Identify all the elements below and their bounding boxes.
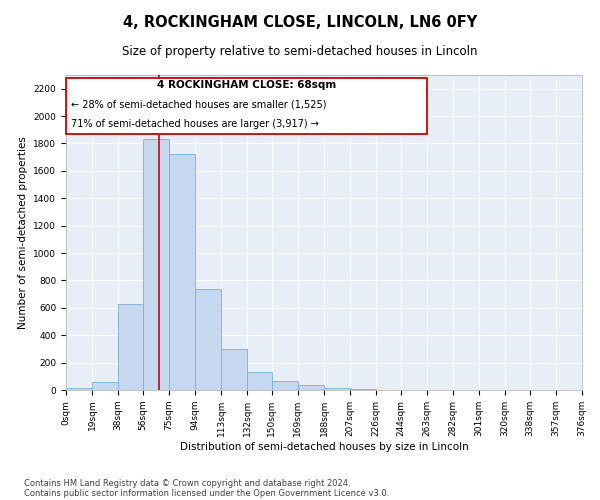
FancyBboxPatch shape xyxy=(66,78,427,134)
Text: ← 28% of semi-detached houses are smaller (1,525): ← 28% of semi-detached houses are smalle… xyxy=(71,100,327,110)
Bar xyxy=(272,381,298,390)
Bar xyxy=(221,349,247,390)
Bar xyxy=(66,388,92,390)
Text: Contains public sector information licensed under the Open Government Licence v3: Contains public sector information licen… xyxy=(24,488,389,498)
Text: Contains HM Land Registry data © Crown copyright and database right 2024.: Contains HM Land Registry data © Crown c… xyxy=(24,478,350,488)
Text: 71% of semi-detached houses are larger (3,917) →: 71% of semi-detached houses are larger (… xyxy=(71,119,319,129)
Text: Size of property relative to semi-detached houses in Lincoln: Size of property relative to semi-detach… xyxy=(122,45,478,58)
Bar xyxy=(247,372,272,390)
Bar xyxy=(195,288,221,390)
Bar xyxy=(92,382,118,390)
Bar xyxy=(324,388,350,390)
Text: 4 ROCKINGHAM CLOSE: 68sqm: 4 ROCKINGHAM CLOSE: 68sqm xyxy=(157,80,336,90)
Y-axis label: Number of semi-detached properties: Number of semi-detached properties xyxy=(18,136,28,329)
Bar xyxy=(118,304,143,390)
Text: 4, ROCKINGHAM CLOSE, LINCOLN, LN6 0FY: 4, ROCKINGHAM CLOSE, LINCOLN, LN6 0FY xyxy=(123,15,477,30)
X-axis label: Distribution of semi-detached houses by size in Lincoln: Distribution of semi-detached houses by … xyxy=(179,442,469,452)
Bar xyxy=(298,384,324,390)
Bar xyxy=(169,154,195,390)
Bar xyxy=(143,140,169,390)
